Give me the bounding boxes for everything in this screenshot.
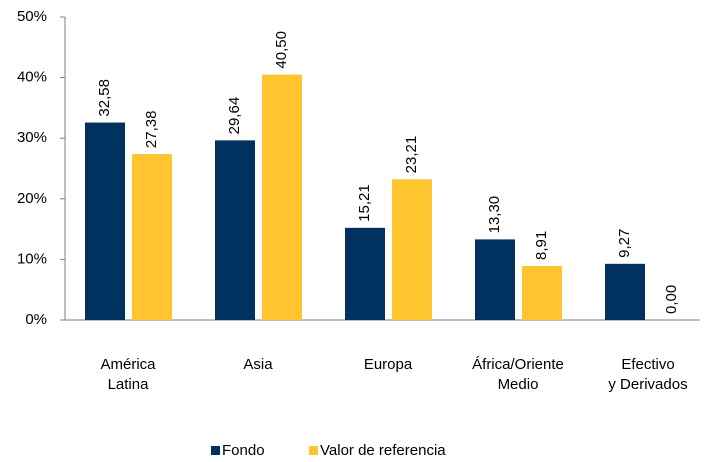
value-label: 23,21	[403, 136, 420, 174]
x-tick-label: África/Oriente	[472, 356, 564, 373]
x-tick-label: Latina	[108, 376, 150, 393]
value-label: 29,64	[226, 97, 243, 135]
legend-label: Valor de referencia	[320, 442, 446, 459]
x-tick-label: Asia	[243, 356, 273, 373]
y-tick-label: 40%	[17, 69, 47, 86]
x-tick-label: Efectivo	[621, 356, 674, 373]
legend-label: Fondo	[222, 442, 265, 459]
bar	[215, 140, 255, 320]
value-label: 32,58	[96, 79, 113, 117]
bar	[392, 179, 432, 320]
bar	[132, 154, 172, 320]
value-label: 27,38	[143, 111, 160, 149]
x-tick-label: Medio	[498, 376, 539, 393]
x-tick-label: América	[100, 356, 156, 373]
bar	[262, 74, 302, 320]
x-tick-label: Europa	[364, 356, 413, 373]
legend-swatch	[211, 446, 220, 455]
value-label: 15,21	[356, 184, 373, 222]
value-label: 9,27	[616, 229, 633, 258]
bar	[475, 239, 515, 320]
y-tick-label: 10%	[17, 250, 47, 267]
bar	[522, 266, 562, 320]
value-label: 8,91	[533, 231, 550, 260]
x-tick-label: y Derivados	[608, 376, 687, 393]
value-label: 13,30	[486, 196, 503, 234]
y-tick-label: 50%	[17, 8, 47, 25]
bar	[85, 122, 125, 320]
y-tick-label: 30%	[17, 129, 47, 146]
bar	[345, 227, 385, 320]
value-label: 0,00	[663, 285, 680, 314]
value-label: 40,50	[273, 31, 290, 69]
bar	[605, 263, 645, 320]
y-tick-label: 0%	[25, 311, 47, 328]
legend-swatch	[309, 446, 318, 455]
y-tick-label: 20%	[17, 190, 47, 207]
